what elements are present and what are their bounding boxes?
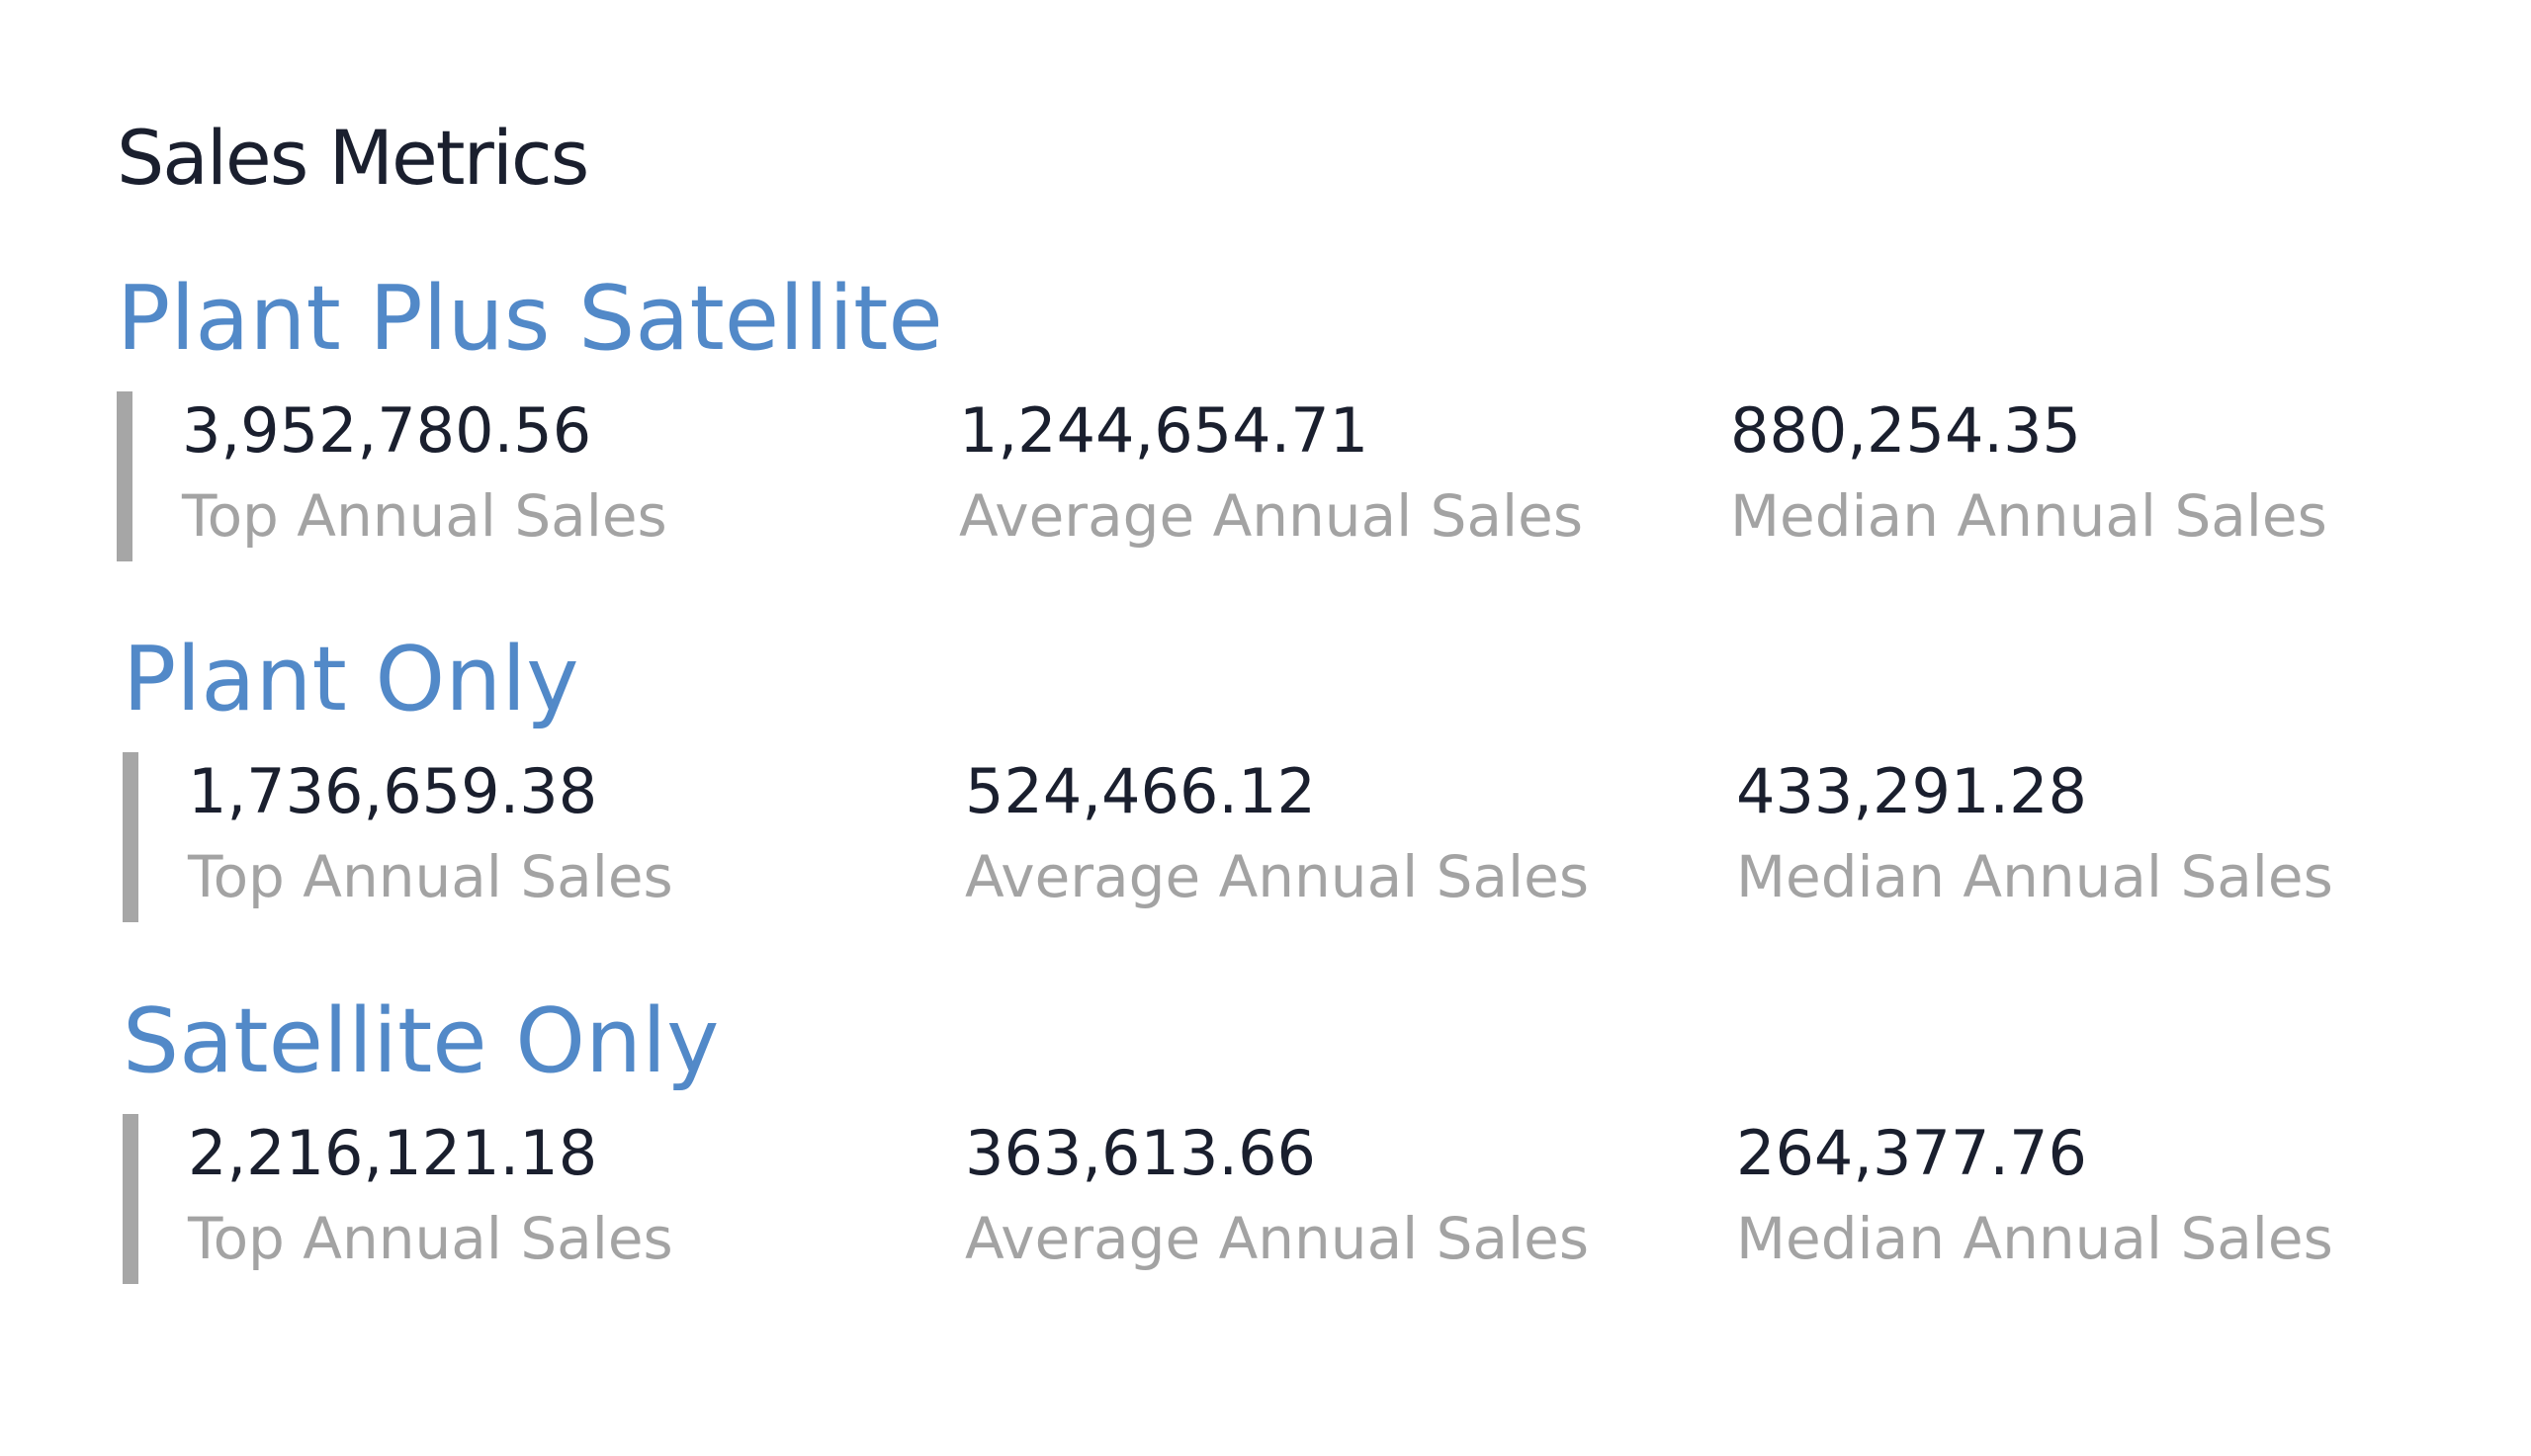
metric-value: 1,244,654.71 bbox=[959, 394, 1369, 467]
metric-group-accent-bar bbox=[117, 391, 132, 561]
metric-label: Average Annual Sales bbox=[959, 482, 1584, 550]
metric-top-annual-sales: 3,952,780.56 Top Annual Sales bbox=[182, 391, 933, 561]
metric-group-accent-bar bbox=[123, 1114, 138, 1284]
metric-label: Top Annual Sales bbox=[188, 1205, 673, 1272]
metric-average-annual-sales: 524,466.12 Average Annual Sales bbox=[965, 752, 1716, 922]
metric-group-accent-bar bbox=[123, 752, 138, 922]
metric-label: Median Annual Sales bbox=[1736, 843, 2333, 910]
metric-value: 363,613.66 bbox=[965, 1117, 1316, 1189]
metric-label: Top Annual Sales bbox=[182, 482, 667, 550]
metric-label: Top Annual Sales bbox=[188, 843, 673, 910]
metric-label: Median Annual Sales bbox=[1736, 1205, 2333, 1272]
metric-value: 2,216,121.18 bbox=[188, 1117, 598, 1189]
metric-value: 880,254.35 bbox=[1730, 394, 2081, 467]
metric-average-annual-sales: 1,244,654.71 Average Annual Sales bbox=[959, 391, 1710, 561]
metric-average-annual-sales: 363,613.66 Average Annual Sales bbox=[965, 1114, 1716, 1284]
section-plant-only: Plant Only 1,736,659.38 Top Annual Sales… bbox=[123, 626, 2397, 952]
page-title: Sales Metrics bbox=[117, 114, 589, 202]
section-title: Plant Only bbox=[123, 628, 579, 731]
metric-median-annual-sales: 264,377.76 Median Annual Sales bbox=[1736, 1114, 2487, 1284]
metric-label: Average Annual Sales bbox=[965, 843, 1590, 910]
metric-value: 264,377.76 bbox=[1736, 1117, 2087, 1189]
section-title: Satellite Only bbox=[123, 989, 720, 1093]
metric-median-annual-sales: 433,291.28 Median Annual Sales bbox=[1736, 752, 2487, 922]
metric-label: Median Annual Sales bbox=[1730, 482, 2327, 550]
metric-value: 3,952,780.56 bbox=[182, 394, 592, 467]
metric-top-annual-sales: 2,216,121.18 Top Annual Sales bbox=[188, 1114, 939, 1284]
metric-value: 1,736,659.38 bbox=[188, 755, 598, 827]
section-satellite-only: Satellite Only 2,216,121.18 Top Annual S… bbox=[123, 987, 2397, 1314]
metric-value: 433,291.28 bbox=[1736, 755, 2087, 827]
metric-median-annual-sales: 880,254.35 Median Annual Sales bbox=[1730, 391, 2482, 561]
metric-top-annual-sales: 1,736,659.38 Top Annual Sales bbox=[188, 752, 939, 922]
section-title: Plant Plus Satellite bbox=[117, 267, 943, 371]
section-plant-plus-satellite: Plant Plus Satellite 3,952,780.56 Top An… bbox=[117, 265, 2391, 591]
metric-value: 524,466.12 bbox=[965, 755, 1316, 827]
metric-label: Average Annual Sales bbox=[965, 1205, 1590, 1272]
